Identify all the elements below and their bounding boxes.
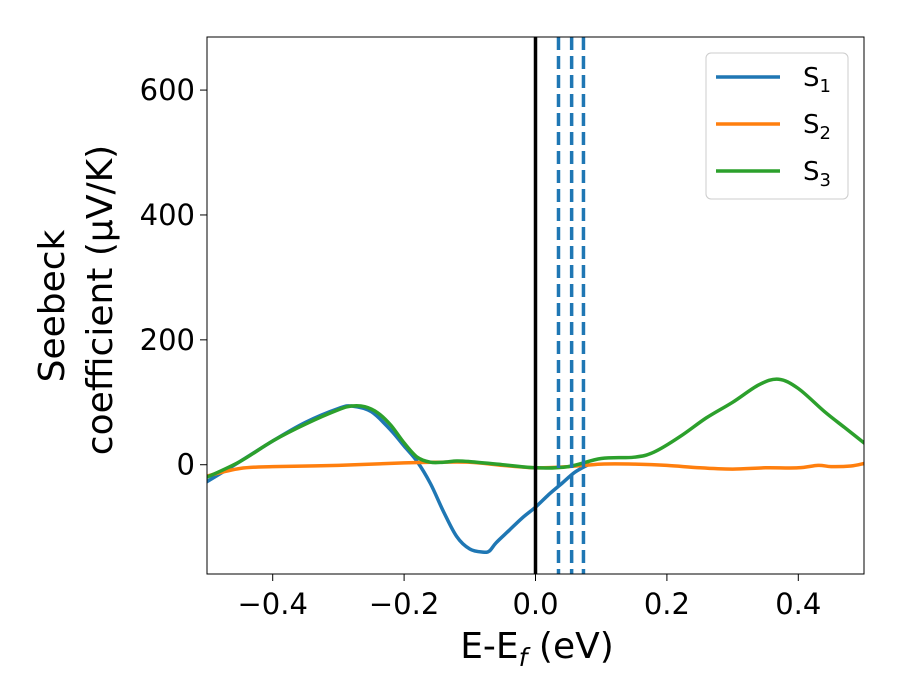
legend: S1 S2 S3 xyxy=(705,52,849,200)
legend-label-s2: S2 xyxy=(803,110,831,144)
legend-box xyxy=(705,52,849,200)
y-tick-label: 400 xyxy=(140,198,195,232)
y-axis-label-line2: coefficient (μV/K) xyxy=(80,145,121,455)
y-tick-label: 200 xyxy=(140,323,195,357)
y-axis-label-line1: Seebeck xyxy=(32,229,73,382)
x-tick-label: −0.4 xyxy=(237,587,307,621)
y-tick-label: 600 xyxy=(140,73,195,107)
series-line-s3 xyxy=(207,377,864,479)
y-axis: 0 200 400 600 xyxy=(140,73,207,482)
x-tick-label: 0.0 xyxy=(512,587,558,621)
legend-label-s3: S3 xyxy=(803,157,831,191)
vline-layer xyxy=(533,37,586,574)
x-axis-label: E-Ef (eV) xyxy=(460,626,614,672)
series-line-s2 xyxy=(207,460,864,478)
x-tick-label: 0.2 xyxy=(644,587,690,621)
x-axis: −0.4 −0.2 0.0 0.2 0.4 xyxy=(237,574,821,621)
x-tick-label: −0.2 xyxy=(369,587,439,621)
x-tick-label: 0.4 xyxy=(775,587,821,621)
legend-label-s1: S1 xyxy=(803,63,831,97)
y-tick-label: 0 xyxy=(177,448,195,482)
